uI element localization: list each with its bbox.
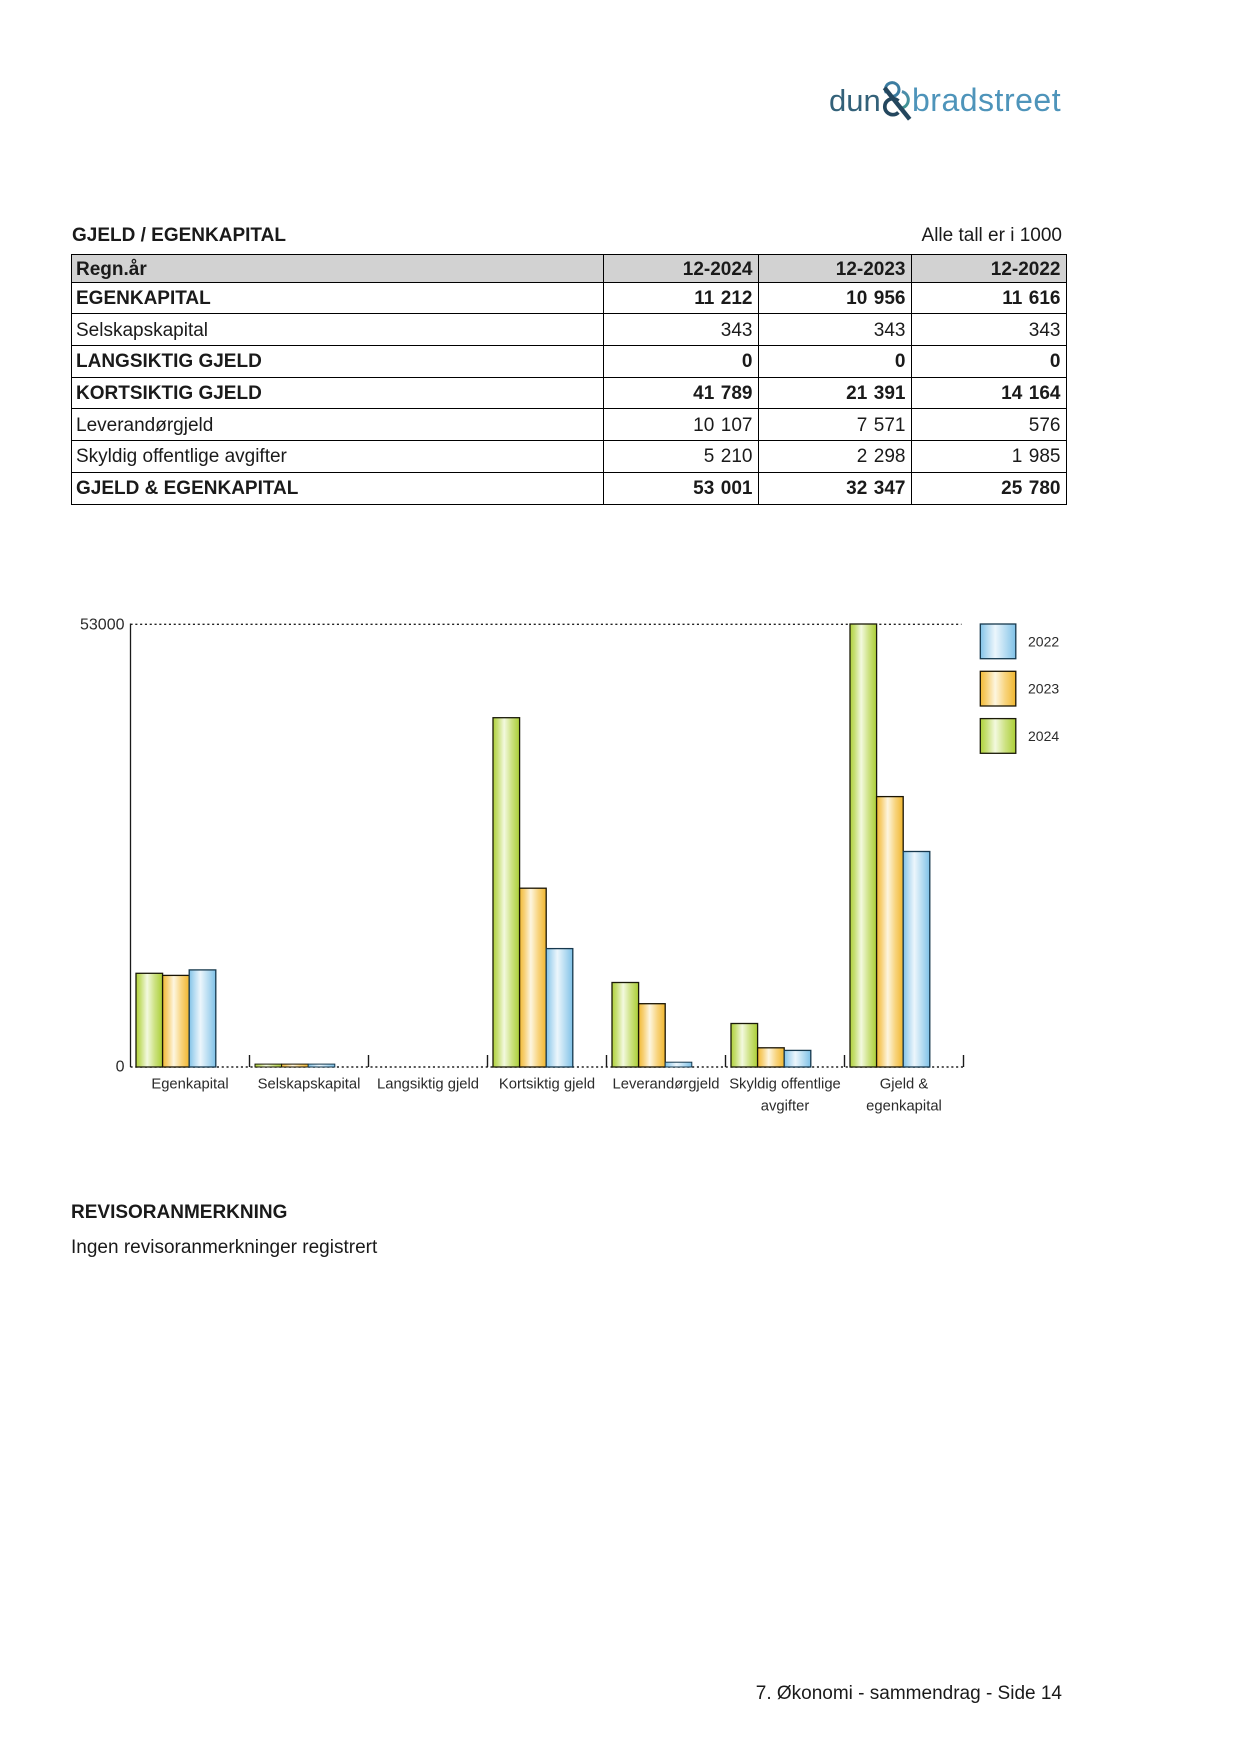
- svg-text:Egenkapital: Egenkapital: [151, 1077, 228, 1093]
- svg-text:2024: 2024: [1028, 728, 1059, 744]
- svg-text:2022: 2022: [1028, 633, 1059, 649]
- svg-text:2023: 2023: [1028, 681, 1059, 697]
- svg-text:Kortsiktig gjeld: Kortsiktig gjeld: [499, 1077, 595, 1093]
- svg-text:Leverandørgjeld: Leverandørgjeld: [613, 1077, 720, 1093]
- svg-text:Selskapskapital: Selskapskapital: [258, 1077, 361, 1093]
- svg-text:Langsiktig gjeld: Langsiktig gjeld: [377, 1077, 479, 1093]
- svg-text:bradstreet: bradstreet: [912, 82, 1061, 118]
- svg-text:Gjeld &: Gjeld &: [880, 1077, 929, 1093]
- svg-text:Skyldig offentlige: Skyldig offentlige: [729, 1077, 841, 1093]
- svg-text:0: 0: [116, 1058, 125, 1075]
- svg-text:egenkapital: egenkapital: [866, 1099, 942, 1115]
- svg-text:53000: 53000: [80, 617, 125, 634]
- svg-text:dun: dun: [829, 83, 881, 118]
- svg-text:avgifter: avgifter: [761, 1099, 810, 1115]
